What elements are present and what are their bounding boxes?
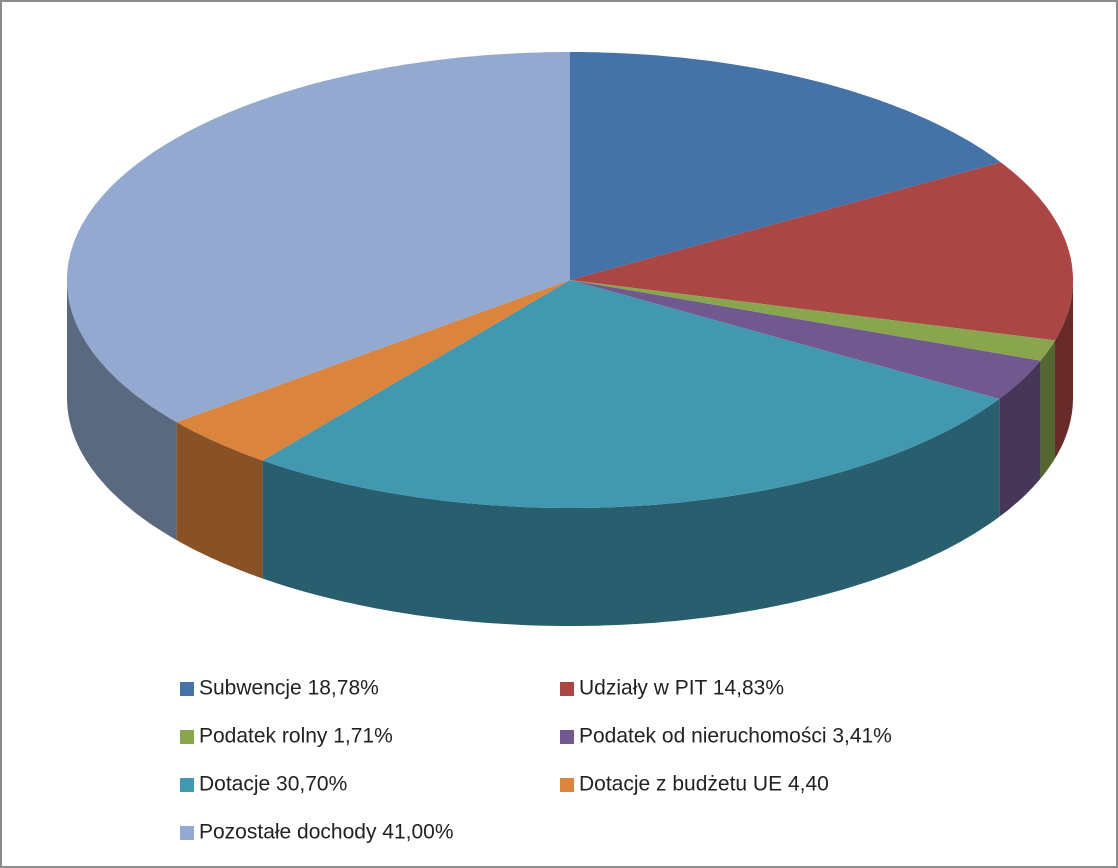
- legend-label: Udziały w PIT 14,83%: [579, 677, 784, 700]
- legend-label: Podatek od nieruchomości 3,41%: [579, 725, 892, 748]
- legend-label: Subwencje 18,78%: [199, 677, 379, 700]
- pie-slice: [570, 162, 1073, 341]
- legend-label: Pozostałe dochody 41,00%: [199, 821, 454, 844]
- pie-slice: [67, 52, 570, 423]
- pie-slice: [262, 280, 1000, 508]
- pie-side: [67, 280, 177, 541]
- pie-side: [999, 360, 1041, 517]
- legend-swatch: [180, 682, 194, 696]
- pie-side: [1040, 340, 1055, 479]
- legend-swatch: [560, 778, 574, 792]
- legend-swatch: [180, 730, 194, 744]
- pie-slice: [176, 280, 570, 461]
- legend-label: Podatek rolny 1,71%: [199, 725, 393, 748]
- pie-slice: [570, 280, 1041, 399]
- pie-side: [262, 398, 1000, 626]
- legend-swatch: [560, 730, 574, 744]
- legend-swatch: [180, 826, 194, 840]
- legend-label: Dotacje z budżetu UE 4,40: [579, 773, 829, 796]
- legend-swatch: [560, 682, 574, 696]
- pie-side: [176, 422, 263, 579]
- legend-label: Dotacje 30,70%: [199, 773, 347, 796]
- pie-slice: [570, 280, 1055, 361]
- legend-swatch: [180, 778, 194, 792]
- pie-slice: [570, 52, 1001, 280]
- pie-side: [1055, 280, 1073, 459]
